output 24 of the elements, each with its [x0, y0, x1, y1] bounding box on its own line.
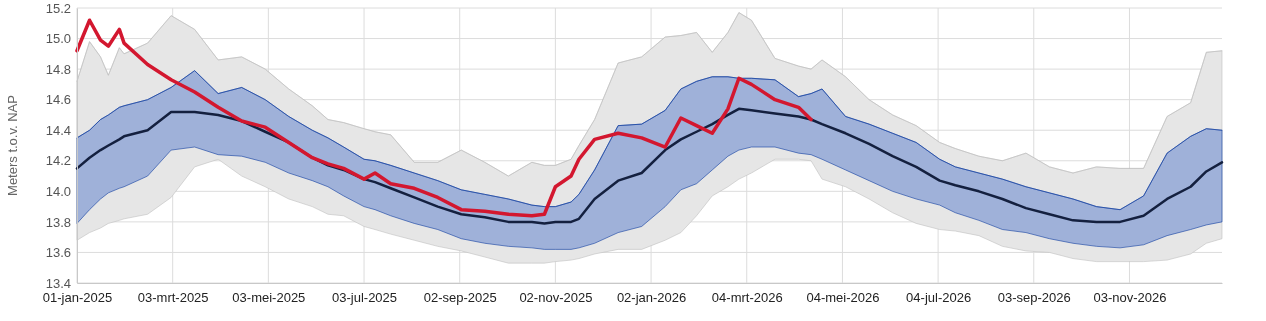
- x-tick-label: 04-mrt-2026: [711, 290, 783, 306]
- y-tick-label: 13.6: [45, 245, 71, 261]
- x-tick-label: 03-sep-2026: [997, 290, 1071, 306]
- y-tick-label: 14.8: [45, 61, 71, 77]
- y-tick-label: 13.8: [45, 214, 71, 230]
- x-tick-label: 04-jul-2026: [906, 290, 972, 306]
- y-tick-label: 14.0: [45, 183, 71, 199]
- x-tick-label: 03-nov-2026: [1093, 290, 1167, 306]
- x-tick-label: 01-jan-2025: [42, 290, 113, 306]
- y-tick-label: 15.2: [45, 0, 71, 16]
- y-tick-label: 14.2: [45, 153, 71, 169]
- y-tick-label: 15.0: [45, 31, 71, 47]
- y-tick-label: 13.4: [45, 275, 71, 291]
- y-axis-title: Meters t.o.v. NAP: [5, 95, 20, 196]
- x-tick-label: 02-sep-2025: [423, 290, 497, 306]
- x-tick-label: 03-jul-2025: [332, 290, 398, 306]
- y-tick-label: 14.6: [45, 92, 71, 108]
- y-tick-label: 14.4: [45, 122, 71, 138]
- x-tick-label: 03-mrt-2025: [137, 290, 209, 306]
- x-tick-label: 04-mei-2026: [806, 290, 880, 306]
- line-series: [75, 18, 813, 218]
- x-tick-label: 03-mei-2025: [232, 290, 306, 306]
- x-tick-label: 02-jan-2026: [616, 290, 687, 306]
- x-tick-label: 02-nov-2025: [519, 290, 593, 306]
